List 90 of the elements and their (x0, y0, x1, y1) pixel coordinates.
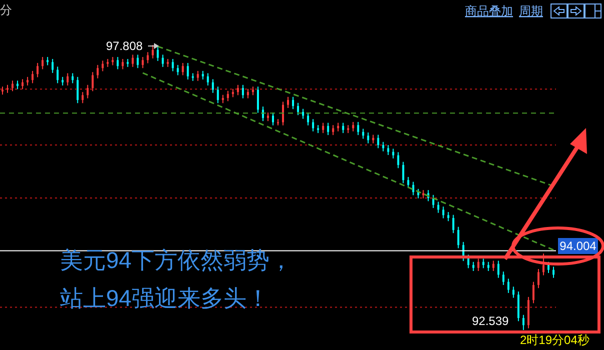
candlestick (382, 141, 384, 152)
candlestick (307, 112, 310, 126)
candlestick (497, 260, 500, 278)
candlestick (86, 84, 89, 99)
candlestick (377, 134, 380, 149)
candlestick (442, 206, 444, 219)
candlestick (392, 148, 394, 159)
text: 商品叠加 (465, 4, 513, 18)
candlestick (517, 291, 520, 322)
candlestick (216, 86, 219, 104)
candlestick (242, 84, 244, 99)
candlestick (82, 92, 84, 104)
annotation: 站上94强迎来多头！ (60, 285, 270, 311)
candlestick (532, 281, 534, 304)
candlestick (42, 56, 44, 70)
candlestick (502, 271, 504, 286)
candlestick (457, 226, 460, 249)
candlestick (487, 261, 490, 272)
candlestick (312, 118, 314, 132)
candlestick (297, 102, 300, 116)
candlestick (287, 96, 290, 108)
candlestick (172, 58, 174, 72)
candlestick (52, 58, 54, 74)
candlestick (132, 54, 134, 68)
text: 94.004 (560, 239, 597, 253)
candlestick (36, 62, 39, 78)
candlestick (256, 86, 259, 114)
candlestick (246, 88, 249, 99)
candlestick (272, 112, 274, 126)
candlestick (142, 56, 144, 69)
candlestick (342, 122, 344, 134)
candlestick (407, 176, 410, 189)
candlestick (537, 268, 540, 289)
candlestick (402, 161, 404, 184)
candlestick (542, 253, 544, 276)
candlestick (357, 121, 360, 136)
candlestick (332, 124, 334, 136)
annotation: 97.808 (106, 39, 144, 53)
candlestick (186, 62, 189, 80)
candlestick (136, 54, 139, 69)
candlestick (512, 286, 514, 298)
candlestick (367, 132, 370, 144)
candlestick (96, 64, 99, 79)
candlestick (292, 96, 294, 110)
candlestick (447, 212, 450, 222)
candlestick (32, 70, 34, 84)
candlestick (482, 258, 484, 269)
candlestick (552, 266, 554, 278)
text: 分 (0, 3, 12, 17)
candlestick (262, 106, 264, 122)
candlestick (212, 78, 214, 94)
candlestick (322, 122, 324, 134)
candlestick (452, 214, 454, 234)
candlestick (352, 121, 354, 132)
candlestick (302, 108, 304, 120)
candlestick (362, 128, 364, 140)
candlestick (12, 80, 14, 92)
candlestick (236, 84, 239, 96)
candlestick (56, 66, 59, 84)
candlestick (397, 152, 400, 169)
candlestick (76, 76, 79, 104)
candlestick (196, 70, 199, 82)
candlestick (152, 45, 154, 59)
text: 2时19分04秒 (520, 333, 590, 347)
candlestick (467, 254, 470, 269)
candlestick (226, 90, 229, 102)
candlestick (327, 122, 330, 136)
candlestick (92, 72, 94, 92)
candlestick (522, 314, 524, 330)
candlestick (102, 60, 104, 72)
candlestick (477, 258, 480, 272)
candlestick (507, 278, 510, 294)
candlestick (176, 64, 179, 76)
candlestick (387, 144, 390, 156)
candlestick (182, 62, 184, 76)
text: 周期 (519, 4, 543, 18)
candlestick (437, 201, 440, 214)
candlestick (122, 58, 124, 70)
candlestick (22, 78, 24, 90)
candlestick (72, 72, 74, 84)
candlestick (146, 52, 149, 64)
candlestick (282, 101, 284, 126)
candlestick (492, 260, 494, 272)
candlestick (206, 72, 209, 86)
annotation: 美元94下方依然弱势， (60, 247, 293, 273)
annotation: 92.539 (472, 314, 510, 328)
candlestick (162, 54, 164, 68)
candlestick (472, 261, 474, 272)
candlestick (66, 72, 69, 86)
candlestick (116, 56, 119, 70)
